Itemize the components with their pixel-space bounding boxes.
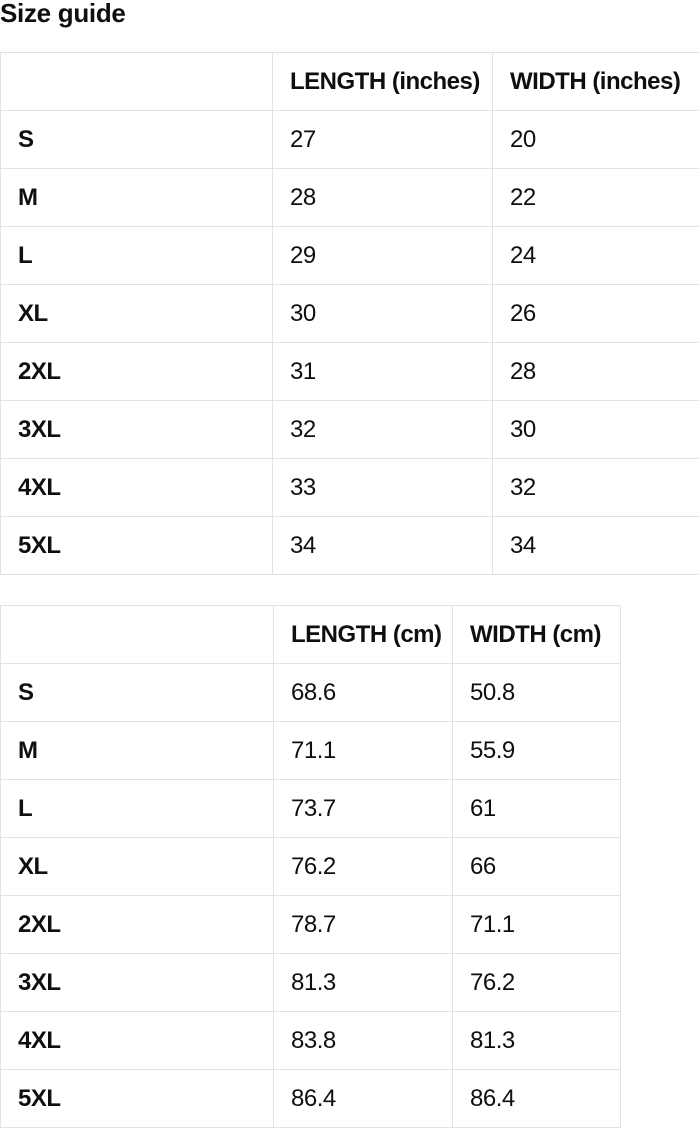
length-value-cell: 27 <box>272 110 493 169</box>
width-value-cell: 28 <box>492 342 699 401</box>
table-row: 5XL 86.4 86.4 <box>0 1069 621 1128</box>
size-label-cell: M <box>0 168 273 227</box>
length-value-cell: 33 <box>272 458 493 517</box>
size-label-cell: 2XL <box>0 895 274 954</box>
length-value-cell: 68.6 <box>273 663 453 722</box>
table-row: 2XL 31 28 <box>0 342 699 401</box>
table-row: S 68.6 50.8 <box>0 663 621 722</box>
width-value-cell: 26 <box>492 284 699 343</box>
table-row: M 71.1 55.9 <box>0 721 621 780</box>
width-value-cell: 32 <box>492 458 699 517</box>
width-value-cell: 24 <box>492 226 699 285</box>
width-value-cell: 34 <box>492 516 699 575</box>
table-row: 3XL 81.3 76.2 <box>0 953 621 1012</box>
size-label-cell: XL <box>0 284 273 343</box>
table-row: 4XL 83.8 81.3 <box>0 1011 621 1070</box>
width-value-cell: 76.2 <box>452 953 621 1012</box>
width-value-cell: 30 <box>492 400 699 459</box>
table-row: 4XL 33 32 <box>0 458 699 517</box>
table-row: XL 76.2 66 <box>0 837 621 896</box>
size-label-cell: S <box>0 110 273 169</box>
table-row: 2XL 78.7 71.1 <box>0 895 621 954</box>
size-label-cell: 5XL <box>0 516 273 575</box>
table-row: S 27 20 <box>0 110 699 169</box>
width-value-cell: 50.8 <box>452 663 621 722</box>
size-label-cell: 3XL <box>0 400 273 459</box>
table-row: L 73.7 61 <box>0 779 621 838</box>
length-value-cell: 71.1 <box>273 721 453 780</box>
size-label-cell: 4XL <box>0 1011 274 1070</box>
size-table-cm: LENGTH (cm) WIDTH (cm) S 68.6 50.8 M 71.… <box>0 605 621 1128</box>
size-table-inches: LENGTH (inches) WIDTH (inches) S 27 20 M… <box>0 52 699 575</box>
length-value-cell: 32 <box>272 400 493 459</box>
length-value-cell: 29 <box>272 226 493 285</box>
header-empty-cell <box>0 605 274 664</box>
length-value-cell: 86.4 <box>273 1069 453 1128</box>
length-value-cell: 76.2 <box>273 837 453 896</box>
size-label-cell: M <box>0 721 274 780</box>
header-length-inches: LENGTH (inches) <box>272 52 493 111</box>
table-header-row: LENGTH (inches) WIDTH (inches) <box>0 52 699 111</box>
size-label-cell: 4XL <box>0 458 273 517</box>
table-row: 5XL 34 34 <box>0 516 699 575</box>
size-label-cell: 3XL <box>0 953 274 1012</box>
size-label-cell: S <box>0 663 274 722</box>
size-label-cell: 5XL <box>0 1069 274 1128</box>
length-value-cell: 83.8 <box>273 1011 453 1070</box>
length-value-cell: 31 <box>272 342 493 401</box>
table-row: L 29 24 <box>0 226 699 285</box>
width-value-cell: 20 <box>492 110 699 169</box>
size-label-cell: L <box>0 226 273 285</box>
width-value-cell: 61 <box>452 779 621 838</box>
header-width-inches: WIDTH (inches) <box>492 52 699 111</box>
table-header-row: LENGTH (cm) WIDTH (cm) <box>0 605 621 664</box>
table-row: XL 30 26 <box>0 284 699 343</box>
header-width-cm: WIDTH (cm) <box>452 605 621 664</box>
table-row: M 28 22 <box>0 168 699 227</box>
header-length-cm: LENGTH (cm) <box>273 605 453 664</box>
width-value-cell: 66 <box>452 837 621 896</box>
length-value-cell: 28 <box>272 168 493 227</box>
length-value-cell: 34 <box>272 516 493 575</box>
size-label-cell: L <box>0 779 274 838</box>
size-label-cell: 2XL <box>0 342 273 401</box>
length-value-cell: 78.7 <box>273 895 453 954</box>
width-value-cell: 86.4 <box>452 1069 621 1128</box>
table-row: 3XL 32 30 <box>0 400 699 459</box>
width-value-cell: 71.1 <box>452 895 621 954</box>
header-empty-cell <box>0 52 273 111</box>
width-value-cell: 22 <box>492 168 699 227</box>
size-label-cell: XL <box>0 837 274 896</box>
page-title: Size guide <box>0 0 126 28</box>
length-value-cell: 73.7 <box>273 779 453 838</box>
length-value-cell: 30 <box>272 284 493 343</box>
length-value-cell: 81.3 <box>273 953 453 1012</box>
width-value-cell: 55.9 <box>452 721 621 780</box>
width-value-cell: 81.3 <box>452 1011 621 1070</box>
